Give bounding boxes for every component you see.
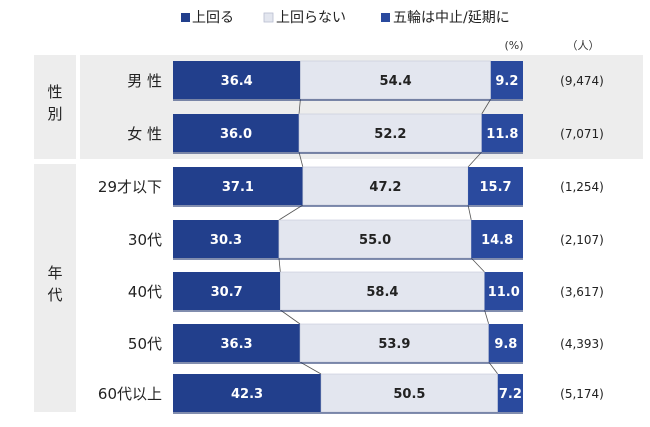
- category-label: 50代: [128, 335, 162, 353]
- category-label: 29才以下: [98, 178, 162, 196]
- bar-cancel: [490, 61, 523, 99]
- bar-cancel: [488, 324, 523, 362]
- bar-shadow: [173, 152, 523, 154]
- unit-people: （人）: [567, 39, 600, 52]
- bar-value-label: 11.0: [488, 285, 520, 300]
- bar-above: [173, 61, 301, 99]
- respondent-count: (9,474): [560, 74, 604, 88]
- respondent-count: (5,174): [560, 387, 604, 401]
- bar-cancel: [468, 167, 523, 205]
- legend-swatch-above: [181, 13, 190, 22]
- category-label: 40代: [128, 283, 162, 301]
- bar-value-label: 14.8: [481, 233, 513, 248]
- bar-not-above: [278, 219, 472, 259]
- group-label: 性別: [47, 83, 62, 123]
- bar-value-label: 36.3: [220, 337, 252, 352]
- legend-label-not-above: 上回らない: [276, 10, 346, 26]
- respondent-count: (2,107): [560, 233, 604, 247]
- bar-value-label: 9.2: [495, 74, 518, 89]
- bar-value-label: 54.4: [380, 74, 412, 89]
- connector-line: [481, 98, 492, 115]
- group-label: 年代: [47, 264, 62, 304]
- legend-label-above: 上回る: [192, 10, 234, 26]
- bar-value-label: 7.2: [499, 387, 522, 402]
- unit-percent: (%): [504, 39, 523, 52]
- respondent-count: (7,071): [560, 127, 604, 141]
- connector-line: [470, 257, 485, 273]
- bar-not-above: [320, 373, 499, 413]
- connector-line: [467, 204, 472, 221]
- bar-above: [173, 374, 322, 412]
- category-label: 男 性: [127, 72, 162, 90]
- bar-shadow: [173, 99, 523, 101]
- connector-line: [298, 98, 301, 115]
- category-label: 30代: [128, 231, 162, 249]
- bar-value-label: 36.4: [221, 74, 253, 89]
- bar-value-label: 36.0: [220, 127, 252, 142]
- bar-not-above: [298, 113, 482, 153]
- bar-shadow: [173, 310, 523, 312]
- bar-value-label: 50.5: [393, 387, 425, 402]
- bar-above: [173, 114, 299, 152]
- bar-value-label: 30.3: [210, 233, 242, 248]
- bar-cancel: [484, 272, 523, 310]
- respondent-count: (4,393): [560, 337, 604, 351]
- row-labels: 男 性 (9,474) 女 性 (7,071) 29才以下 (1,254) 30代 (2,10…: [98, 72, 604, 403]
- bar-value-label: 52.2: [374, 127, 406, 142]
- group-label-panel: [34, 55, 76, 159]
- bar-above: [173, 272, 281, 310]
- bar-above: [173, 167, 303, 205]
- bar-cancel: [481, 114, 523, 152]
- connector-line: [278, 257, 281, 273]
- category-label: 60代以上: [98, 385, 162, 403]
- bar-not-above: [299, 323, 489, 363]
- bar-value-label: 55.0: [359, 233, 391, 248]
- bar-cancel: [497, 374, 523, 412]
- bar-shadow: [173, 412, 523, 414]
- connector-line: [298, 151, 304, 168]
- bar-shadow: [173, 205, 523, 207]
- legend-label-cancel: 五輪は中止/延期に: [393, 9, 510, 26]
- respondent-count: (1,254): [560, 180, 604, 194]
- group-label-panel: [34, 164, 76, 412]
- bars: 36.4 54.4 9.2 36.0 52.2 11.8 37.1 47.2 15.7 30.3 5…: [173, 60, 523, 414]
- connector-line: [484, 309, 490, 325]
- connector-line: [280, 309, 301, 325]
- legend-swatch-cancel: [381, 13, 390, 22]
- bar-shadow: [173, 362, 523, 364]
- bar-value-label: 15.7: [479, 180, 511, 195]
- connector-line: [467, 151, 482, 168]
- connector-line: [278, 204, 304, 221]
- respondent-count: (3,617): [560, 285, 604, 299]
- category-label: 女 性: [127, 125, 162, 143]
- bar-value-label: 37.1: [222, 180, 254, 195]
- bar-value-label: 11.8: [486, 127, 518, 142]
- bar-shadow: [173, 258, 523, 260]
- legend: 上回る 上回らない 五輪は中止/延期に: [181, 9, 510, 26]
- bar-value-label: 53.9: [378, 337, 410, 352]
- bar-not-above: [280, 271, 485, 311]
- bar-above: [173, 220, 279, 258]
- bar-cancel: [471, 220, 523, 258]
- bar-value-label: 30.7: [211, 285, 243, 300]
- bar-value-label: 47.2: [369, 180, 401, 195]
- legend-swatch-not-above: [263, 12, 274, 23]
- bar-value-label: 58.4: [366, 285, 398, 300]
- bar-above: [173, 324, 301, 362]
- bar-value-label: 42.3: [231, 387, 263, 402]
- bar-value-label: 9.8: [494, 337, 517, 352]
